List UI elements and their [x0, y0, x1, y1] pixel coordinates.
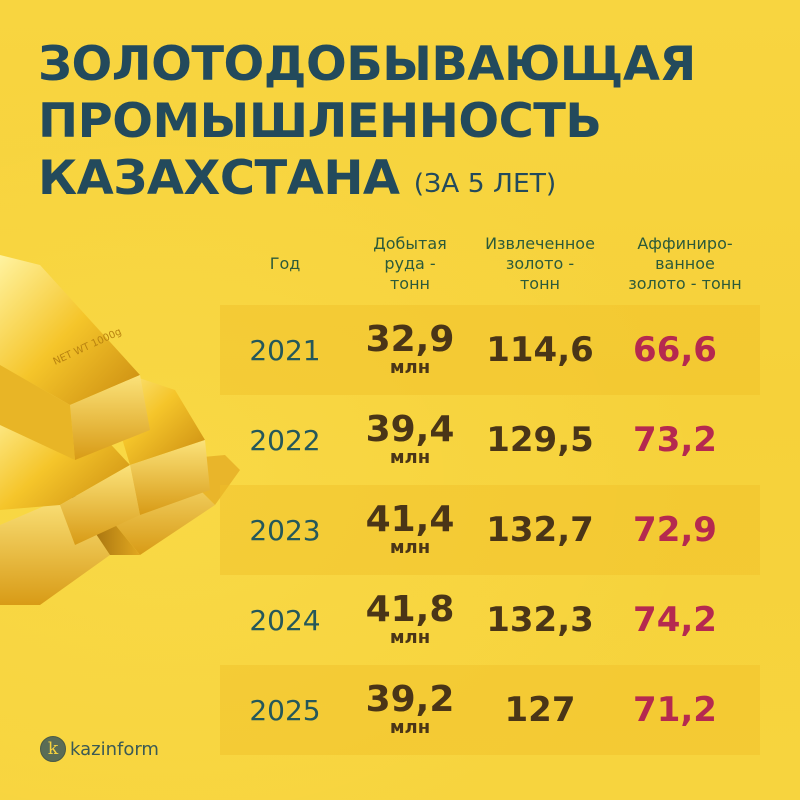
refined-cell: 71,2 [633, 690, 717, 730]
header-text: руда - [384, 254, 436, 273]
title-line-3: КАЗАХСТАНА (ЗА 5 ЛЕТ) [38, 150, 696, 213]
column-header-refined: Аффиниро- ванное золото - тонн [610, 234, 760, 294]
ore-cell: 39,4 млн [350, 395, 470, 485]
ore-value: 39,2 [365, 679, 455, 720]
extracted-cell: 132,7 [486, 510, 594, 550]
table-row: 2025 39,2 млн 127 71,2 [220, 665, 760, 755]
ore-cell: 41,8 млн [350, 575, 470, 665]
title-line-2: ПРОМЫШЛЕННОСТЬ [38, 94, 602, 149]
kazinform-k-icon: k [40, 736, 66, 762]
table-row: 2021 32,9 млн 114,6 66,6 [220, 305, 760, 395]
data-table: 2021 32,9 млн 114,6 66,6 2022 39,4 млн 129… [220, 305, 760, 755]
table-header: Год Добытая руда - тонн Извлеченное золо… [220, 226, 765, 296]
extracted-cell: 127 [504, 690, 576, 730]
title-line-1: ЗОЛОТОДОБЫВАЮЩАЯ [38, 37, 696, 92]
ore-unit: млн [389, 717, 431, 738]
refined-cell: 73,2 [633, 420, 717, 460]
header-text: тонн [519, 274, 561, 293]
header-text: Извлеченное [485, 234, 595, 253]
ore-unit: млн [389, 627, 431, 648]
ore-unit: млн [389, 357, 431, 378]
page-title: ЗОЛОТОДОБЫВАЮЩАЯ ПРОМЫШЛЕННОСТЬ КАЗАХСТА… [38, 36, 696, 213]
year-cell: 2025 [249, 693, 321, 727]
extracted-cell: 114,6 [486, 330, 594, 370]
ore-unit: млн [389, 537, 431, 558]
ore-value: 39,4 [365, 409, 455, 450]
year-cell: 2021 [249, 333, 321, 367]
title-line-3-text: КАЗАХСТАНА [38, 151, 400, 206]
extracted-cell: 129,5 [486, 420, 594, 460]
header-text: ванное [655, 254, 715, 273]
header-text: золото - [505, 254, 575, 273]
ore-value: 32,9 [365, 319, 455, 360]
column-header-extracted: Извлеченное золото - тонн [470, 234, 610, 294]
year-cell: 2022 [249, 423, 321, 457]
ore-cell: 32,9 млн [350, 305, 470, 395]
table-row: 2022 39,4 млн 129,5 73,2 [220, 395, 760, 485]
ore-value: 41,8 [365, 589, 455, 630]
header-text: Добытая [373, 234, 447, 253]
header-text: золото - тонн [628, 274, 742, 293]
table-row: 2024 41,8 млн 132,3 74,2 [220, 575, 760, 665]
ore-cell: 39,2 млн [350, 665, 470, 755]
column-header-year: Год [269, 254, 301, 273]
kazinform-logo: k kazinform [40, 736, 159, 762]
logo-text: kazinform [70, 738, 159, 760]
ore-unit: млн [389, 447, 431, 468]
column-header-ore: Добытая руда - тонн [350, 234, 470, 294]
refined-cell: 74,2 [633, 600, 717, 640]
refined-cell: 66,6 [633, 330, 717, 370]
extracted-cell: 132,3 [486, 600, 594, 640]
year-cell: 2023 [249, 513, 321, 547]
ore-value: 41,4 [365, 499, 455, 540]
refined-cell: 72,9 [633, 510, 717, 550]
gold-bars-illustration: NET WT 1000g [0, 255, 240, 605]
header-text: тонн [389, 274, 431, 293]
ore-cell: 41,4 млн [350, 485, 470, 575]
header-text: Аффиниро- [637, 234, 733, 253]
table-row: 2023 41,4 млн 132,7 72,9 [220, 485, 760, 575]
year-cell: 2024 [249, 603, 321, 637]
title-subtitle: (ЗА 5 ЛЕТ) [413, 169, 557, 199]
